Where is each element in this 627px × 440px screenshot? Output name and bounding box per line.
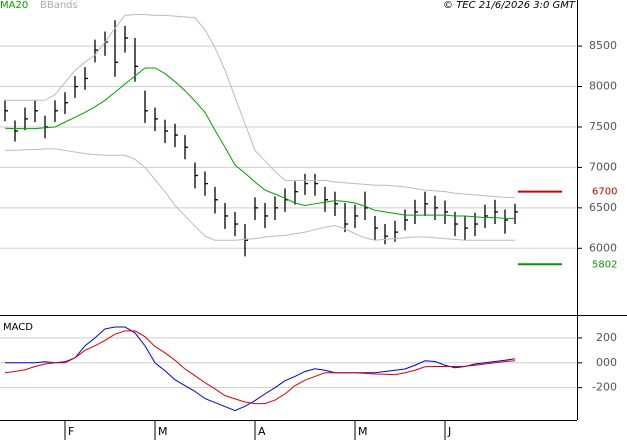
legend-entry: BBands <box>40 0 78 11</box>
x-tick-label: M <box>358 425 368 438</box>
y-tick-label: 200 <box>596 331 617 344</box>
y-tick-label: 7000 <box>589 160 617 173</box>
level-label: 5802 <box>592 259 617 270</box>
x-tick-label: J <box>447 425 451 438</box>
y-tick-label: 7500 <box>589 120 617 133</box>
legend-entry: MA20 <box>0 0 28 11</box>
x-tick-label: A <box>258 425 266 438</box>
level-label: 6700 <box>592 187 617 198</box>
indicator-line <box>5 326 516 412</box>
source: © TEC 21/6/2026 3:0 GMT <box>443 0 576 11</box>
panel-title: MACD <box>3 322 33 333</box>
y-tick-label: 8500 <box>589 39 617 52</box>
y-tick-label: 6500 <box>589 201 617 214</box>
x-tick-label: F <box>68 425 74 438</box>
indicator-line <box>4 330 516 405</box>
y-tick-label: 000 <box>596 356 617 369</box>
y-tick-label: 6000 <box>589 241 617 254</box>
y-tick-label: 8000 <box>589 80 617 93</box>
x-tick-label: M <box>158 425 168 438</box>
indicator-line <box>4 67 515 219</box>
indicator-line <box>5 14 515 198</box>
y-tick-label: -200 <box>592 381 617 394</box>
indicator-line <box>5 148 515 241</box>
